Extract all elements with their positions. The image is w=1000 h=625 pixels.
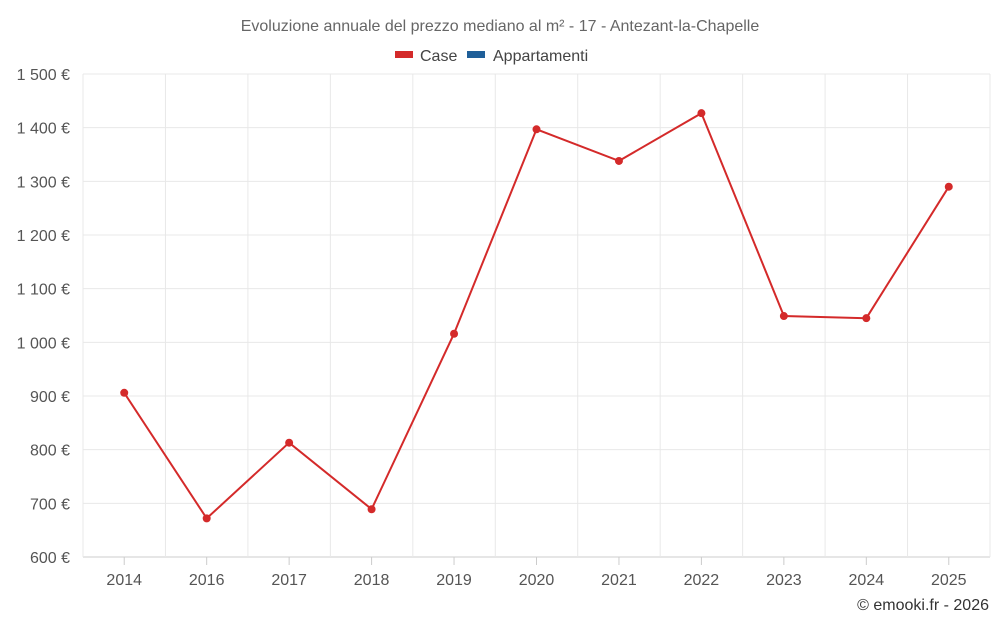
y-tick-label: 1 100 € bbox=[17, 282, 70, 299]
data-point-2017[interactable] bbox=[285, 438, 294, 447]
grid bbox=[82, 73, 991, 558]
y-tick-label: 1 500 € bbox=[17, 67, 70, 84]
data-point-2019[interactable] bbox=[450, 329, 459, 338]
x-tick-label: 2016 bbox=[189, 572, 225, 589]
x-tick-label: 2024 bbox=[849, 572, 885, 589]
data-point-2020[interactable] bbox=[532, 125, 541, 134]
data-point-2022[interactable] bbox=[697, 109, 706, 118]
y-tick-label: 600 € bbox=[30, 550, 70, 567]
x-tick-label: 2023 bbox=[766, 572, 802, 589]
y-axis-ticks: 600 € 700 € 800 € 900 € 1 000 € 1 100 € 1 200 … bbox=[17, 67, 70, 567]
y-tick-label: 1 200 € bbox=[17, 228, 70, 245]
data-point-2024[interactable] bbox=[862, 314, 871, 323]
x-tick-label: 2025 bbox=[931, 572, 967, 589]
data-point-2023[interactable] bbox=[779, 312, 788, 321]
y-tick-label: 1 300 € bbox=[17, 174, 70, 191]
x-tick-label: 2020 bbox=[519, 572, 555, 589]
chart-title: Evoluzione annuale del prezzo mediano al… bbox=[241, 18, 760, 35]
x-tick-label: 2018 bbox=[354, 572, 390, 589]
y-tick-label: 900 € bbox=[30, 389, 70, 406]
y-tick-label: 1 400 € bbox=[17, 121, 70, 138]
data-point-2016[interactable] bbox=[202, 514, 211, 523]
legend-label-case[interactable]: Case bbox=[420, 48, 457, 65]
legend-swatch-case[interactable] bbox=[395, 51, 413, 58]
x-tick-label: 2019 bbox=[436, 572, 472, 589]
x-axis-ticks: 2014 2016 2017 2018 2019 2020 2021 2022 2023 2024… bbox=[106, 557, 967, 589]
data-point-2025[interactable] bbox=[944, 182, 953, 191]
legend-swatch-appartamenti[interactable] bbox=[467, 51, 485, 58]
legend-label-appartamenti[interactable]: Appartamenti bbox=[493, 48, 588, 65]
x-tick-label: 2022 bbox=[684, 572, 720, 589]
series-points-case bbox=[120, 109, 953, 523]
y-tick-label: 700 € bbox=[30, 496, 70, 513]
credit: © emooki.fr - 2026 bbox=[857, 597, 989, 614]
x-tick-label: 2017 bbox=[271, 572, 307, 589]
data-point-2021[interactable] bbox=[614, 156, 623, 165]
x-tick-label: 2021 bbox=[601, 572, 637, 589]
data-point-2018[interactable] bbox=[367, 505, 376, 514]
y-tick-label: 1 000 € bbox=[17, 335, 70, 352]
data-point-2014[interactable] bbox=[120, 388, 129, 397]
legend: Case Appartamenti bbox=[395, 48, 588, 65]
x-tick-label: 2014 bbox=[106, 572, 142, 589]
y-tick-label: 800 € bbox=[30, 443, 70, 460]
